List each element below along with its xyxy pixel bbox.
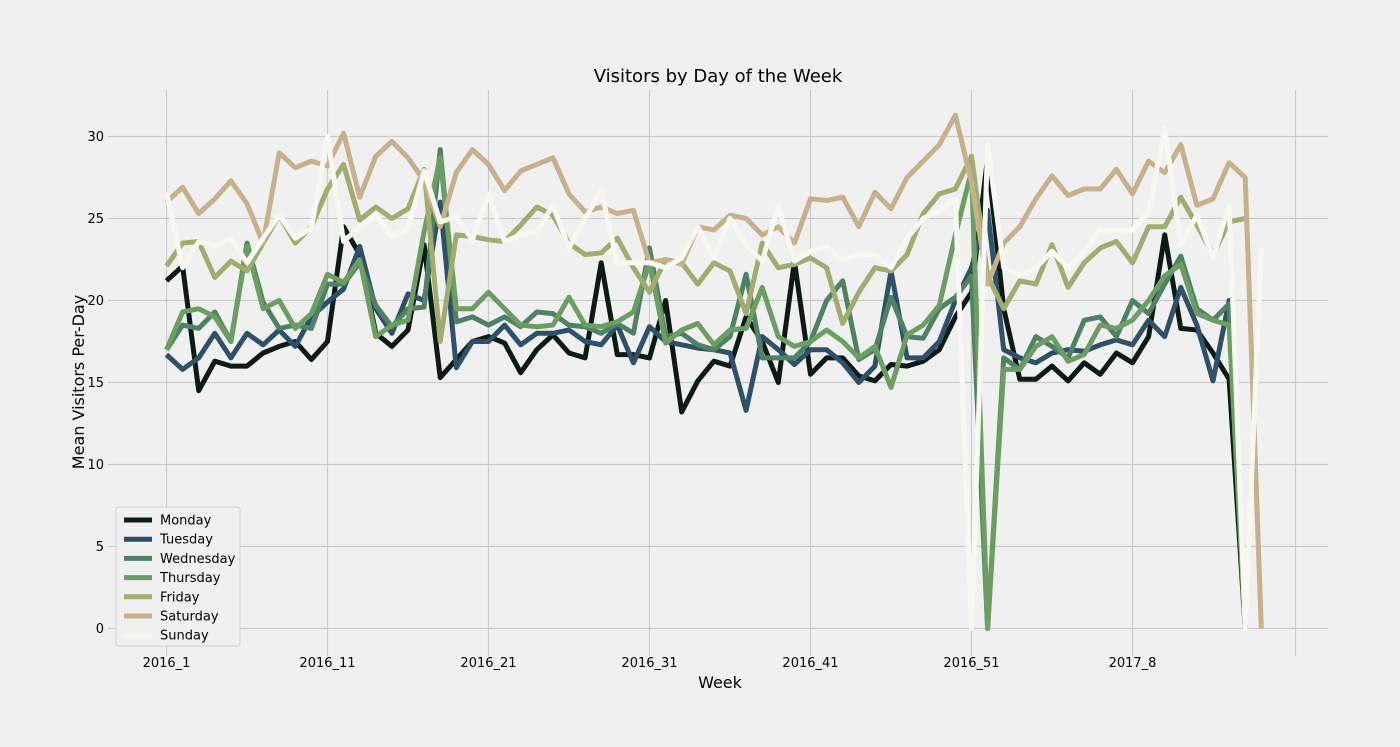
x-tick-label: 2016_51 (943, 656, 999, 671)
legend-label-friday: Friday (160, 590, 200, 605)
y-tick-label: 5 (96, 540, 104, 555)
x-tick-label: 2016_1 (143, 656, 191, 671)
chart-title: Visitors by Day of the Week (594, 66, 843, 87)
y-tick-label: 30 (87, 130, 104, 145)
legend-frame (115, 506, 241, 647)
legend-label-thursday: Thursday (159, 571, 221, 586)
series-lines (164, 112, 1264, 631)
legend-label-saturday: Saturday (160, 610, 219, 625)
x-tick-label: 2016_11 (299, 656, 355, 671)
legend-label-tuesday: Tuesday (159, 533, 213, 548)
y-tick-label: 20 (87, 294, 104, 309)
x-tick-label: 2016_41 (782, 656, 838, 671)
y-tick-label: 25 (87, 212, 104, 227)
legend: Monday Tuesday Wednesday Thursday Friday Satu… (115, 506, 241, 647)
legend-label-wednesday: Wednesday (160, 552, 236, 567)
series-line-friday (164, 153, 1246, 344)
tick-labels: 0 5 10 15 20 25 30 2016_1 2016_11 2016_21 2016_31 2… (87, 130, 1156, 671)
series-line-thursday (164, 155, 1248, 631)
x-tick-label: 2017_8 (1109, 656, 1157, 671)
y-axis-label: Mean Visitors Per-Day (69, 295, 88, 469)
legend-label-sunday: Sunday (160, 629, 209, 644)
series-line-monday (164, 155, 1248, 629)
y-tick-label: 0 (96, 622, 104, 637)
series-line-saturday (164, 112, 1264, 629)
x-tick-label: 2016_31 (621, 656, 677, 671)
legend-label-monday: Monday (160, 514, 212, 529)
x-tick-label: 2016_21 (460, 656, 516, 671)
x-axis-label: Week (698, 673, 743, 692)
series-line-sunday (164, 125, 1264, 631)
y-tick-label: 15 (87, 376, 104, 391)
series-line-wednesday (164, 147, 1248, 631)
y-tick-label: 10 (87, 458, 104, 473)
grid (108, 90, 1328, 656)
